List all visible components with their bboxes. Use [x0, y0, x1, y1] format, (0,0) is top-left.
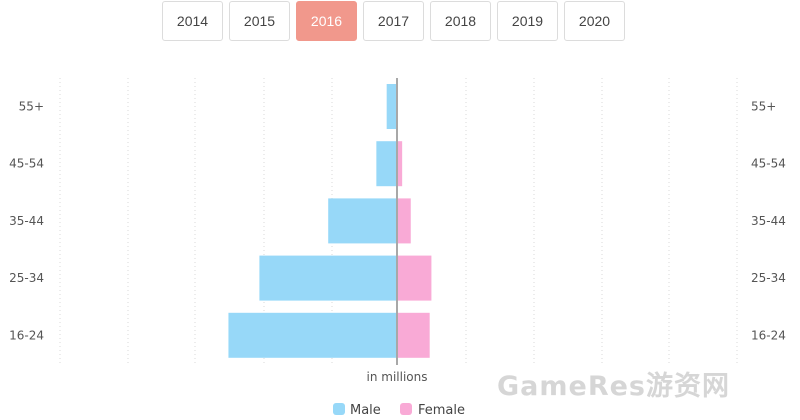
female-bar: [397, 141, 403, 187]
category-label-right: 55+: [751, 100, 776, 114]
male-bar: [228, 312, 397, 358]
male-bar: [259, 255, 397, 301]
category-label-left: 55+: [19, 100, 44, 114]
year-tab-2018[interactable]: 2018: [430, 1, 491, 41]
male-bar: [376, 141, 397, 187]
legend-label-male: Male: [350, 403, 381, 418]
year-tab-2016[interactable]: 2016: [296, 1, 357, 41]
year-tab-2017[interactable]: 2017: [363, 1, 424, 41]
category-label-left: 25-34: [9, 271, 44, 285]
male-bar: [386, 84, 397, 129]
male-bar: [328, 198, 397, 244]
year-tab-2014[interactable]: 2014: [162, 1, 223, 41]
year-selector: 2014 2015 2016 2017 2018 2019 2020: [162, 1, 625, 41]
year-tab-2020[interactable]: 2020: [564, 1, 625, 41]
legend-label-female: Female: [418, 403, 465, 418]
category-label-right: 16-24: [751, 328, 786, 342]
female-bar: [397, 255, 432, 301]
legend-swatch-male: [333, 403, 345, 415]
category-label-right: 45-54: [751, 157, 786, 171]
year-tab-2015[interactable]: 2015: [229, 1, 290, 41]
x-axis-label: in millions: [367, 370, 428, 384]
category-label-left: 16-24: [9, 328, 44, 342]
legend-swatch-female: [400, 403, 412, 415]
category-label-right: 35-44: [751, 214, 786, 228]
category-label-left: 45-54: [9, 157, 44, 171]
category-label-left: 35-44: [9, 214, 44, 228]
female-bar: [397, 198, 411, 244]
category-label-right: 25-34: [751, 271, 786, 285]
year-tab-2019[interactable]: 2019: [497, 1, 558, 41]
female-bar: [397, 312, 430, 358]
